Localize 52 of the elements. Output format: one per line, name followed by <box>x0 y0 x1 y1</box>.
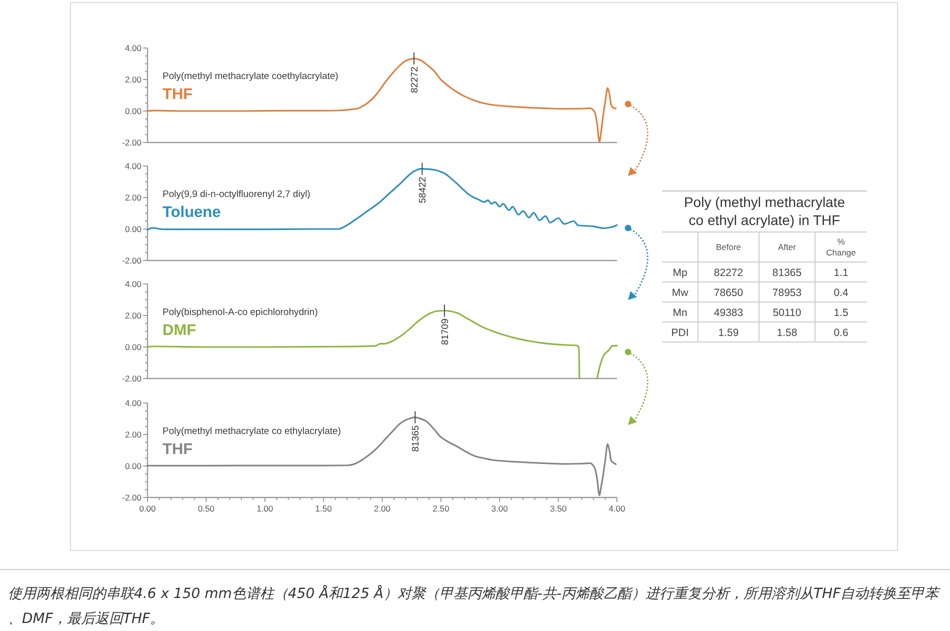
annotation: 58422 <box>418 176 429 204</box>
text: THF <box>162 441 193 458</box>
data-label: 1.1 <box>834 267 848 279</box>
x-tick-label: 0.00 <box>139 504 156 514</box>
category-label: Mw <box>672 287 689 299</box>
y-tick-label: 4.00 <box>124 161 142 171</box>
x-tick-label: 2.00 <box>374 504 391 514</box>
text: After <box>778 242 796 252</box>
data-label: 81365 <box>772 267 802 279</box>
data-label: 78953 <box>772 287 802 299</box>
text: Poly (methyl methacrylate co ethyl acrylate) in THF <box>684 194 846 228</box>
annotation: 81365 <box>410 425 422 452</box>
y-tick-label: 0.00 <box>124 106 142 116</box>
data-label: 0.6 <box>834 327 848 339</box>
x-tick-label: 4.00 <box>608 504 626 514</box>
x-tick-label: 2.50 <box>432 504 450 514</box>
y-tick-label: 0.00 <box>124 461 142 471</box>
data-label: 49383 <box>714 307 744 319</box>
data-label: 82272 <box>714 267 744 279</box>
text: % Change <box>826 236 856 258</box>
category-label: Mn <box>672 307 688 319</box>
text: 使用两根相同的串联4.6 x 150 mm色谱柱（450 Å和125 Å）对聚（甲基丙烯酸甲酯-共-丙烯酸乙酯）进行重复分析，所用溶剂从THF自动转换至甲苯、DMF，最后返回THF。 <box>8 585 941 627</box>
data-label: 50110 <box>772 307 802 319</box>
category-label: Mp <box>672 267 688 279</box>
text: Poly(methyl methacrylate co ethylacrylate) <box>162 426 341 437</box>
x-tick-label: 0.50 <box>198 504 215 514</box>
line-series <box>146 168 618 231</box>
y-tick-label: 4.00 <box>124 43 142 53</box>
text: Poly(methyl methacrylate coethylacrylate) <box>162 71 338 82</box>
text: Poly(9,9 di-n-octylfluorenyl 2,7 diyl) <box>162 189 310 200</box>
text: THF <box>162 86 193 103</box>
y-tick-label: 2.00 <box>124 192 142 202</box>
y-tick-label: -2.00 <box>122 256 142 266</box>
data-label: 1.5 <box>834 307 848 319</box>
y-tick-label: 2.00 <box>124 430 142 440</box>
y-tick-label: -2.00 <box>122 138 142 148</box>
x-tick-label: 3.00 <box>491 504 508 514</box>
text: Before <box>716 242 742 252</box>
x-tick-label: 1.50 <box>315 504 332 514</box>
data-label: 1.59 <box>718 327 739 339</box>
annotation: 82272 <box>409 66 420 93</box>
y-tick-label: 4.00 <box>124 398 142 408</box>
y-tick-label: 2.00 <box>124 74 142 84</box>
x-tick-label: 1.00 <box>256 504 274 514</box>
data-label: 78650 <box>714 287 744 299</box>
text: Toluene <box>162 204 222 221</box>
y-tick-label: 0.00 <box>124 224 142 234</box>
data-label: 0.4 <box>834 287 848 299</box>
x-tick-label: 3.50 <box>550 504 567 514</box>
data-label: 1.58 <box>776 327 798 339</box>
category-label: PDI <box>671 327 689 339</box>
y-tick-label: -2.00 <box>122 492 142 502</box>
